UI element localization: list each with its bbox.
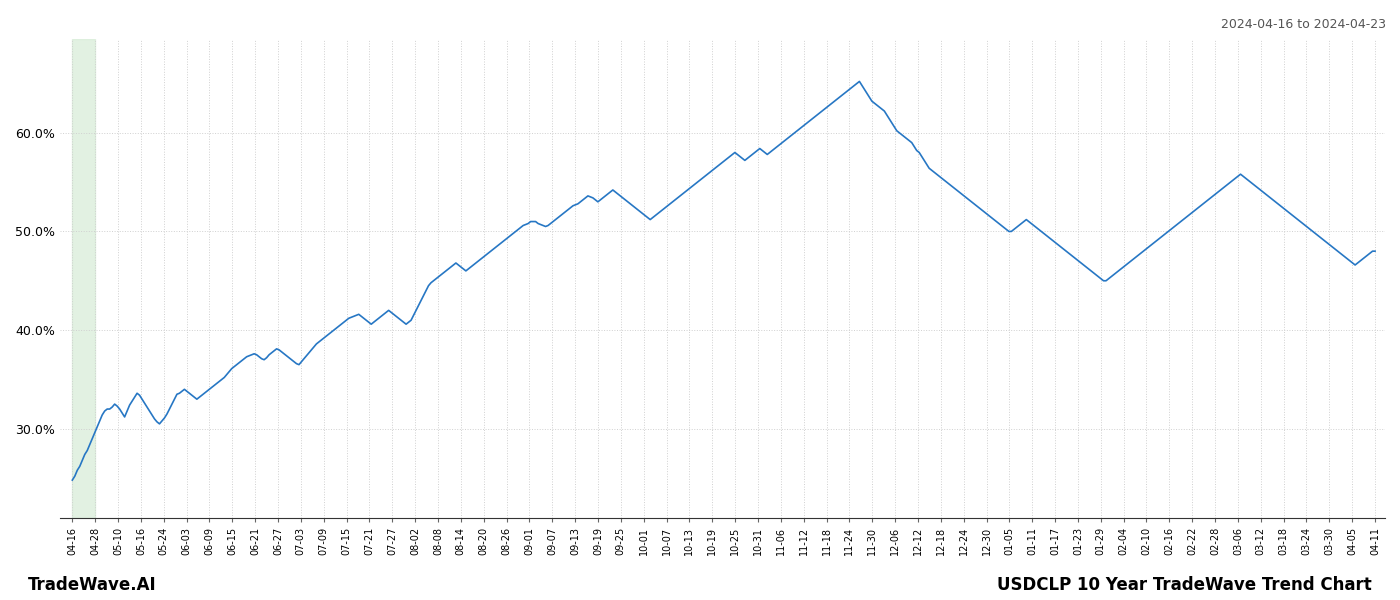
Text: TradeWave.AI: TradeWave.AI	[28, 576, 157, 594]
Text: 2024-04-16 to 2024-04-23: 2024-04-16 to 2024-04-23	[1221, 18, 1386, 31]
Text: USDCLP 10 Year TradeWave Trend Chart: USDCLP 10 Year TradeWave Trend Chart	[997, 576, 1372, 594]
Bar	[73, 39, 95, 518]
